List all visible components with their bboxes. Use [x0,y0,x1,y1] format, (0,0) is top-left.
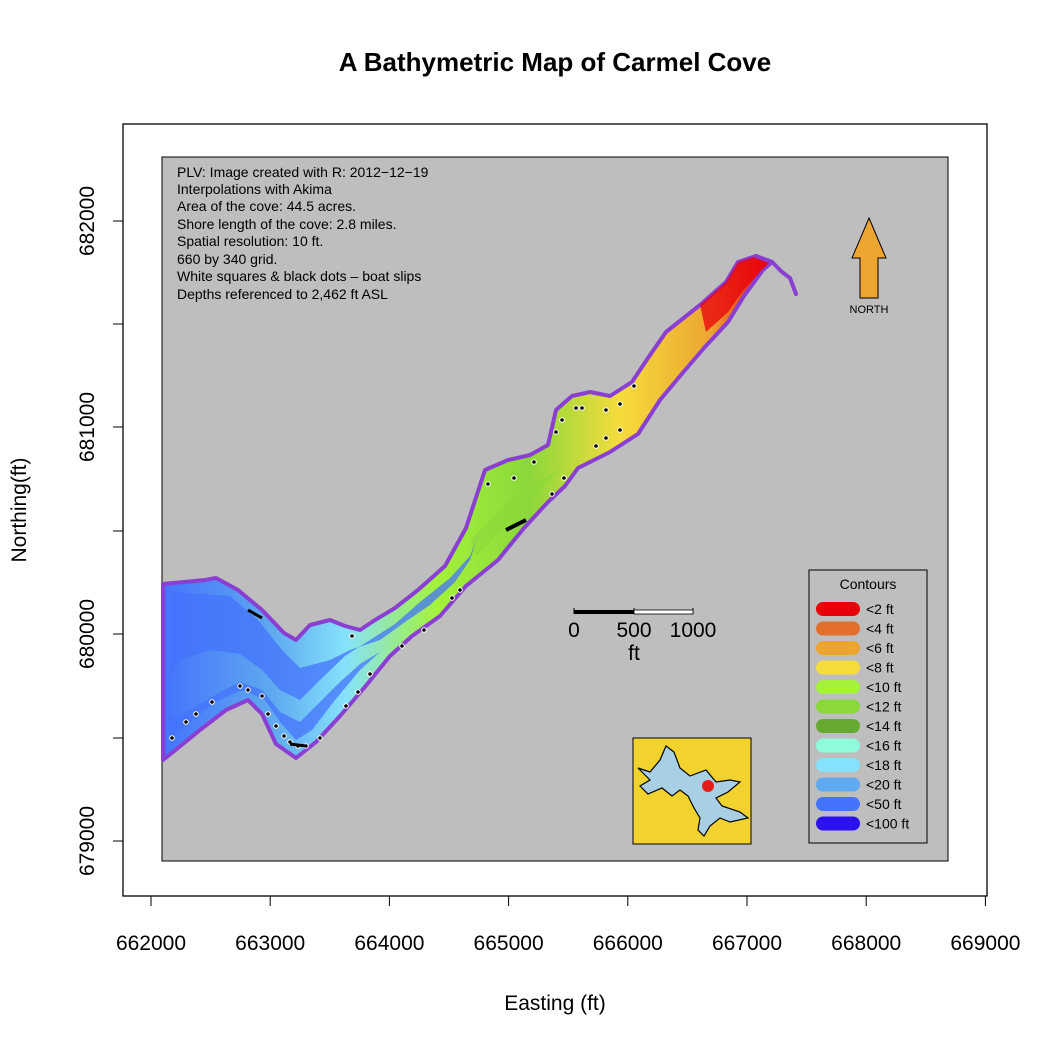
legend-entry: <6 ft [816,640,894,656]
north-arrow-icon [851,216,887,299]
legend-swatch [816,738,860,753]
legend-entry: <12 ft [816,699,902,715]
note-line: Area of the cove: 44.5 acres. [177,198,356,214]
map-title: A Bathymetric Map of Carmel Cove [339,47,771,77]
x-tick-label: 669000 [950,932,1020,955]
legend-label: <6 ft [866,640,894,656]
note-line: Spatial resolution: 10 ft. [177,233,323,249]
note-line: White squares & black dots – boat slips [177,268,421,284]
note-line: Depths referenced to 2,462 ft ASL [177,286,388,302]
legend-entry: <14 ft [816,718,902,734]
legend-title: Contours [840,576,897,592]
boat-slips [169,383,637,749]
x-tick-label: 662000 [116,932,186,955]
location-marker-icon [702,780,714,792]
legend-label: <100 ft [866,816,909,832]
legend-swatch [816,621,860,636]
legend-label: <20 ft [866,777,902,793]
legend-swatch [816,699,860,714]
legend-entry: <2 ft [816,601,894,617]
inset-lake-shape [637,745,750,837]
x-tick-label: 665000 [474,932,544,955]
note-line: Shore length of the cove: 2.8 miles. [177,216,396,232]
y-tick-label: 679000 [76,806,99,876]
legend-swatch [816,758,860,772]
legend-label: <14 ft [866,718,902,734]
legend: Contours <2 ft <4 ft <6 ft <8 ft <10 ft <12 f… [808,569,928,844]
note-line: PLV: Image created with R: 2012−12−19 [177,164,429,180]
legend-entry: <18 ft [816,757,902,773]
legend-swatch [816,680,860,694]
cove-water-body [161,254,798,762]
note-line: Interpolations with Akima [177,181,332,197]
scale-label: 0 [568,619,580,642]
legend-entry: <20 ft [816,777,902,793]
legend-swatch [816,797,860,811]
x-tick-label: 663000 [235,932,305,955]
x-axis: 662000 663000 664000 665000 666000 667000 6680… [116,895,1020,1015]
x-tick-label: 668000 [831,932,901,955]
legend-entry: <4 ft [816,621,894,637]
x-axis-label: Easting (ft) [504,992,606,1015]
scale-label: 1000 [670,619,717,642]
y-axis: 679000 680000 681000 682000 Northing(ft) [8,186,124,876]
y-axis-label: Northing(ft) [8,457,31,562]
x-tick-label: 666000 [593,932,663,955]
legend-swatch [816,660,860,675]
x-tick-label: 664000 [354,932,424,955]
legend-swatch [816,641,860,655]
legend-swatch [816,719,860,733]
legend-label: <12 ft [866,699,902,715]
scale-label: 500 [616,619,651,642]
y-tick-label: 681000 [76,392,99,462]
legend-entry: <8 ft [816,660,894,676]
legend-swatch [816,602,860,616]
north-label: NORTH [850,304,889,316]
legend-label: <16 ft [866,738,902,754]
north-arrow: NORTH [850,216,889,316]
legend-entry: <16 ft [816,738,902,754]
y-tick-label: 680000 [76,599,99,669]
note-line: 660 by 340 grid. [177,251,277,267]
legend-label: <4 ft [866,621,894,637]
legend-swatch [816,816,860,831]
scale-unit: ft [628,642,640,665]
x-tick-label: 667000 [712,932,782,955]
legend-entry: <10 ft [816,679,902,695]
map-notes: PLV: Image created with R: 2012−12−19 In… [177,164,429,302]
legend-label: <10 ft [866,679,902,695]
legend-swatch [816,777,860,792]
legend-entry: <100 ft [816,816,909,832]
legend-label: <8 ft [866,660,894,676]
y-tick-label: 682000 [76,186,99,256]
legend-entry: <50 ft [816,796,902,812]
legend-label: <2 ft [866,601,894,617]
inset-locator-map [632,737,752,845]
legend-label: <50 ft [866,796,902,812]
legend-label: <18 ft [866,757,902,773]
scale-bar: 0 500 1000 ft [568,608,716,665]
